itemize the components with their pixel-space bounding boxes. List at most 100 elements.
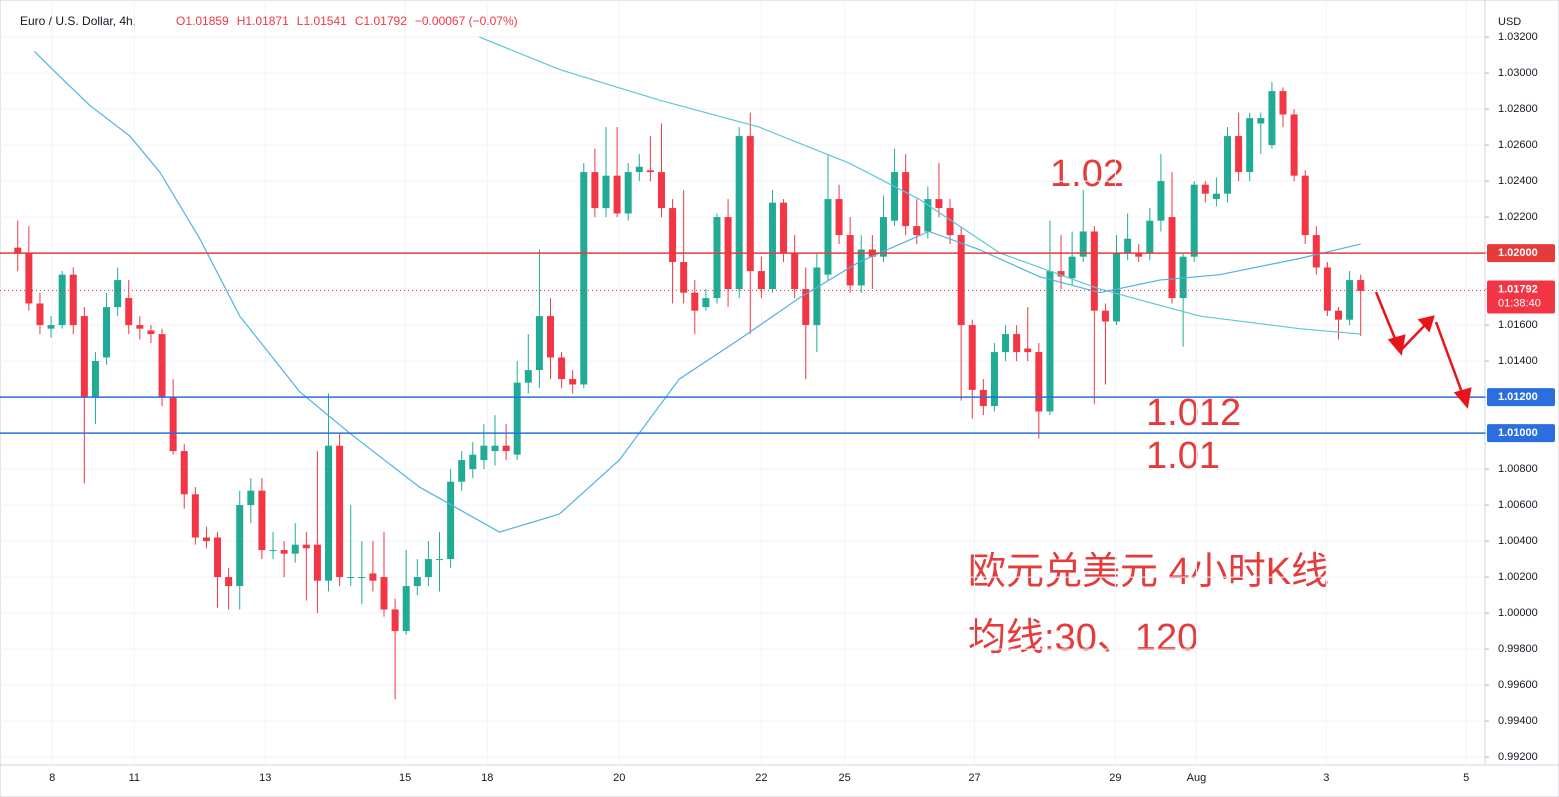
candle-body bbox=[191, 494, 199, 538]
level-label: 1.01000 bbox=[1498, 427, 1538, 439]
y-tick-label: 1.03200 bbox=[1498, 31, 1538, 43]
x-tick-label: 22 bbox=[755, 772, 767, 784]
candle-body bbox=[258, 490, 266, 551]
candle-body bbox=[502, 445, 510, 452]
candle-body bbox=[580, 172, 588, 385]
candle-body bbox=[225, 577, 233, 587]
candle-body bbox=[1002, 334, 1010, 353]
candle-body bbox=[957, 235, 965, 326]
y-tick-label: 1.02800 bbox=[1498, 103, 1538, 115]
ohlc-value: O1.01859 bbox=[176, 14, 229, 28]
candle-body bbox=[180, 451, 188, 495]
x-tick-label: 3 bbox=[1323, 772, 1329, 784]
candle-body bbox=[513, 382, 521, 455]
candle-body bbox=[680, 262, 688, 293]
annotation: 1.02 bbox=[1050, 153, 1124, 195]
x-tick-label: 11 bbox=[129, 772, 140, 784]
candle-body bbox=[1346, 280, 1354, 320]
candle-body bbox=[1301, 175, 1309, 236]
y-tick-label: 1.00800 bbox=[1498, 463, 1538, 475]
candle-body bbox=[336, 445, 344, 578]
level-tag bbox=[1487, 424, 1555, 443]
candle-body bbox=[1057, 271, 1065, 277]
candle-body bbox=[1135, 253, 1143, 257]
candle-body bbox=[58, 274, 66, 326]
ohlc-value: C1.01792 bbox=[355, 14, 407, 28]
y-tick-label: 1.01600 bbox=[1498, 319, 1538, 331]
annotation: 均线:30、120 bbox=[968, 617, 1198, 659]
candle-body bbox=[80, 316, 88, 398]
candle-body bbox=[1024, 348, 1032, 353]
candle-body bbox=[1235, 136, 1243, 173]
candle-body bbox=[413, 577, 421, 587]
y-tick-label: 1.03000 bbox=[1498, 67, 1538, 79]
y-tick-label: 1.02600 bbox=[1498, 139, 1538, 151]
candle-body bbox=[946, 208, 954, 236]
ohlc-value: −0.00067 (−0.07%) bbox=[415, 14, 518, 28]
candle-body bbox=[147, 330, 155, 335]
candle-body bbox=[669, 208, 677, 263]
candle-body bbox=[591, 172, 599, 209]
candle-body bbox=[979, 389, 987, 407]
y-tick-label: 0.99400 bbox=[1498, 715, 1538, 727]
x-tick-label: 18 bbox=[481, 772, 493, 784]
y-tick-label: 1.00400 bbox=[1498, 535, 1538, 547]
arrow bbox=[1374, 291, 1400, 347]
candle-body bbox=[91, 361, 99, 398]
candle-body bbox=[269, 550, 277, 552]
x-tick-label: 29 bbox=[1109, 772, 1121, 784]
candle-body bbox=[1068, 256, 1076, 279]
candle-body bbox=[558, 357, 566, 380]
candle-body bbox=[535, 316, 543, 371]
x-tick-label: Aug bbox=[1187, 772, 1207, 784]
candle-body bbox=[391, 609, 399, 632]
y-tick-label: 0.99200 bbox=[1498, 751, 1538, 763]
candle-body bbox=[1035, 352, 1043, 412]
y-tick-label: 1.01400 bbox=[1498, 355, 1538, 367]
candle-body bbox=[1157, 181, 1165, 221]
candle-body bbox=[1190, 184, 1198, 257]
candle-body bbox=[768, 202, 776, 290]
candle-body bbox=[713, 217, 721, 299]
arrow bbox=[1400, 321, 1429, 351]
x-tick-label: 25 bbox=[838, 772, 850, 784]
candle-body bbox=[469, 454, 477, 470]
candle-body bbox=[780, 202, 788, 254]
candle-body bbox=[458, 460, 466, 482]
candle-body bbox=[169, 397, 177, 452]
candle-body bbox=[602, 175, 610, 209]
y-tick-label: 1.00600 bbox=[1498, 499, 1538, 511]
candle-body bbox=[613, 175, 621, 214]
candle-body bbox=[1124, 238, 1132, 254]
candle-body bbox=[402, 586, 410, 632]
candle-body bbox=[69, 274, 77, 326]
candle-body bbox=[913, 226, 921, 236]
candle-body bbox=[291, 544, 299, 554]
candle-body bbox=[491, 445, 499, 452]
x-tick-label: 13 bbox=[259, 772, 271, 784]
candle-body bbox=[835, 199, 843, 236]
annotation: 1.012 bbox=[1146, 392, 1241, 434]
candle-body bbox=[824, 199, 832, 275]
moving-average bbox=[479, 36, 1361, 335]
candle-body bbox=[1146, 220, 1154, 254]
y-tick-label: 1.02400 bbox=[1498, 175, 1538, 187]
candle-body bbox=[114, 280, 122, 308]
candle-body bbox=[1201, 184, 1209, 194]
candle-body bbox=[791, 253, 799, 290]
last-price-label: 1.01792 bbox=[1498, 283, 1538, 295]
candle-body bbox=[1268, 91, 1276, 146]
forecast-arrows bbox=[1374, 291, 1472, 409]
candle-body bbox=[202, 537, 210, 542]
countdown: 01:38:40 bbox=[1498, 297, 1541, 309]
arrow-head bbox=[1453, 387, 1472, 409]
candle-body bbox=[347, 577, 355, 579]
candle-body bbox=[313, 544, 321, 581]
candle-body bbox=[990, 352, 998, 407]
symbol: Euro / U.S. Dollar, 4h, bbox=[20, 14, 136, 28]
candle-body bbox=[47, 325, 55, 329]
candle-body bbox=[447, 481, 455, 560]
y-tick-label: 1.00200 bbox=[1498, 571, 1538, 583]
candle-body bbox=[802, 289, 810, 326]
ohlc-value: L1.01541 bbox=[297, 14, 347, 28]
